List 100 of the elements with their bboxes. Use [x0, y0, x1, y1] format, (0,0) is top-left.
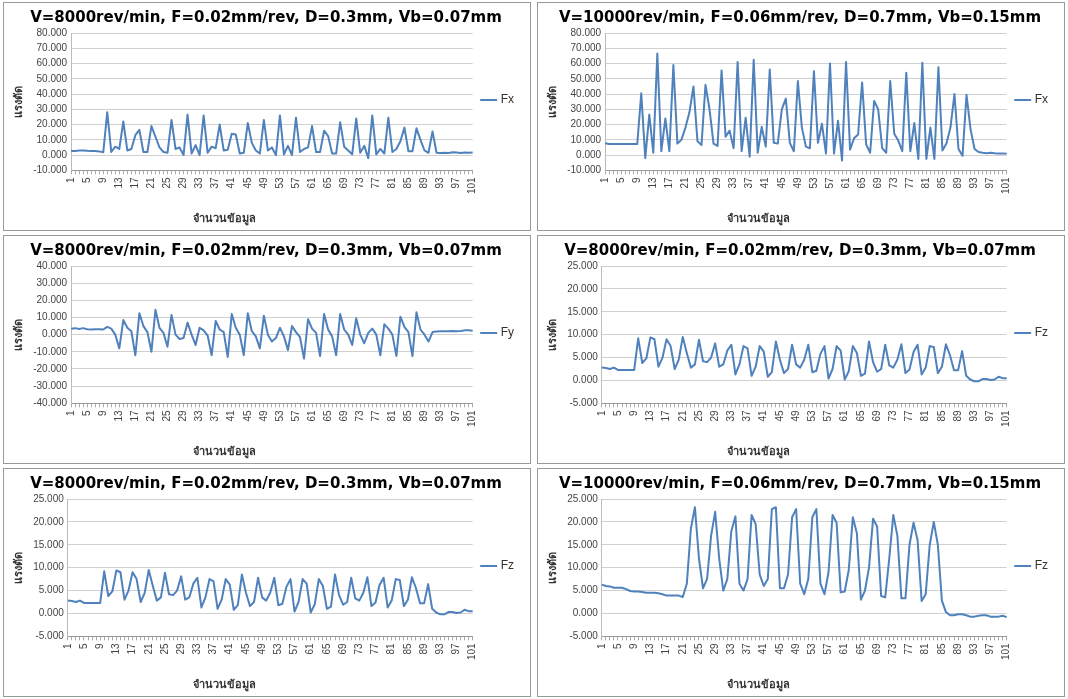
x-tick-label: 17 [663, 176, 675, 189]
y-tick-label: 20.000 [570, 118, 602, 130]
x-tick-label: 85 [402, 409, 414, 422]
x-tick-label: 65 [854, 642, 866, 655]
x-tick-label: 61 [839, 176, 851, 189]
x-tick-label: 49 [257, 176, 269, 189]
x-tick-label: 85 [401, 642, 413, 655]
x-tick-label: 53 [806, 642, 818, 655]
x-tick-label: 37 [209, 176, 221, 189]
y-tick-label: 0.000 [572, 607, 599, 619]
x-tick-label: 81 [386, 409, 398, 422]
y-tick-label: 50.000 [570, 72, 602, 84]
x-tick-label: 29 [177, 176, 189, 189]
x-tick-label: 5 [611, 409, 623, 416]
y-tick-label: 40.000 [36, 259, 68, 271]
y-tick-label: 70.000 [36, 42, 68, 54]
x-tick-label: 33 [191, 642, 203, 655]
chart-title: V=8000rev/min, F=0.02mm/rev, D=0.3mm, Vb=0.07mm [564, 240, 1036, 259]
legend-label: Fy [500, 325, 515, 340]
x-tick-label: 81 [386, 176, 398, 189]
x-tick-label: 17 [660, 409, 672, 422]
y-axis-title: แรงตัด [545, 85, 558, 118]
x-tick-label: 81 [920, 176, 932, 189]
x-tick-label: 21 [145, 176, 157, 189]
y-tick-label: -20.000 [33, 362, 68, 374]
x-tick-label: 101 [466, 176, 478, 194]
x-tick-label: 93 [968, 409, 980, 422]
x-tick-label: 65 [321, 176, 333, 189]
y-tick-label: 10.000 [36, 311, 68, 323]
y-tick-label: 0.000 [576, 148, 602, 160]
x-tick-label: 37 [209, 409, 221, 422]
x-tick-label: 21 [679, 176, 691, 189]
x-tick-label: 77 [369, 642, 381, 655]
y-tick-label: 0.000 [42, 148, 68, 160]
y-tick-label: 80.000 [36, 26, 68, 38]
x-tick-label: 93 [434, 642, 446, 655]
x-tick-label: 37 [743, 176, 755, 189]
y-axis-title: แรงตัด [545, 318, 558, 351]
y-tick-label: 60.000 [36, 57, 68, 69]
x-tick-label: 57 [288, 642, 300, 655]
x-axis-title: จำนวนข้อมูล [191, 444, 257, 460]
legend-label: Fx [500, 92, 515, 107]
chart-title: V=10000rev/min, F=0.06mm/rev, D=0.7mm, Vb=0.15mm [558, 473, 1042, 492]
x-tick-label: 37 [741, 642, 753, 655]
x-tick-label: 57 [822, 409, 834, 422]
x-tick-label: 57 [289, 176, 301, 189]
y-tick-label: 15.000 [33, 538, 65, 550]
x-tick-label: 21 [145, 409, 157, 422]
x-tick-label: 17 [129, 176, 141, 189]
x-tick-label: 13 [644, 409, 656, 422]
x-tick-label: 73 [353, 176, 365, 189]
x-tick-label: 17 [126, 642, 138, 655]
x-tick-label: 9 [96, 176, 108, 183]
y-tick-label: 15.000 [567, 538, 599, 550]
x-tick-label: 29 [711, 176, 723, 189]
x-tick-label: 9 [96, 409, 108, 416]
y-tick-label: 15.000 [567, 305, 599, 317]
y-tick-label: 10.000 [33, 561, 65, 573]
x-tick-label: 61 [305, 176, 317, 189]
x-tick-label: 77 [904, 176, 916, 189]
x-tick-label: 41 [223, 642, 235, 655]
y-tick-label: 30.000 [36, 276, 68, 288]
x-tick-label: 89 [418, 176, 430, 189]
x-tick-label: 65 [854, 409, 866, 422]
x-tick-label: 21 [676, 409, 688, 422]
x-tick-label: 97 [450, 409, 462, 422]
x-tick-label: 69 [337, 409, 349, 422]
x-tick-label: 9 [627, 409, 639, 416]
x-tick-label: 89 [952, 176, 964, 189]
y-tick-label: 30.000 [570, 103, 602, 115]
y-tick-label: 10.000 [567, 328, 599, 340]
y-tick-label: 0.000 [572, 374, 599, 386]
x-tick-label: 85 [935, 642, 947, 655]
x-tick-label: 77 [903, 409, 915, 422]
x-tick-label: 73 [353, 642, 365, 655]
y-tick-label: 5.000 [572, 584, 599, 596]
y-tick-label: 20.000 [567, 515, 599, 527]
y-tick-label: 50.000 [36, 72, 68, 84]
x-tick-label: 5 [77, 642, 89, 649]
x-tick-label: 41 [759, 176, 771, 189]
y-tick-label: 40.000 [570, 87, 602, 99]
x-tick-label: 93 [434, 409, 446, 422]
x-tick-label: 1 [598, 176, 610, 183]
x-tick-label: 41 [757, 409, 769, 422]
x-axis-title: จำนวนข้อมูล [725, 211, 791, 227]
x-tick-label: 41 [225, 176, 237, 189]
x-tick-label: 89 [417, 642, 429, 655]
x-tick-label: 93 [968, 176, 980, 189]
x-axis-title: จำนวนข้อมูล [191, 677, 257, 693]
x-tick-label: 49 [255, 642, 267, 655]
x-tick-label: 61 [305, 409, 317, 422]
y-tick-label: 60.000 [570, 57, 602, 69]
y-tick-label: -40.000 [33, 397, 68, 409]
y-tick-label: 30.000 [36, 103, 68, 115]
x-tick-label: 69 [870, 642, 882, 655]
x-tick-label: 53 [273, 176, 285, 189]
y-tick-label: 10.000 [36, 133, 68, 145]
x-tick-label: 93 [968, 642, 980, 655]
x-tick-label: 49 [789, 409, 801, 422]
x-tick-label: 45 [241, 176, 253, 189]
